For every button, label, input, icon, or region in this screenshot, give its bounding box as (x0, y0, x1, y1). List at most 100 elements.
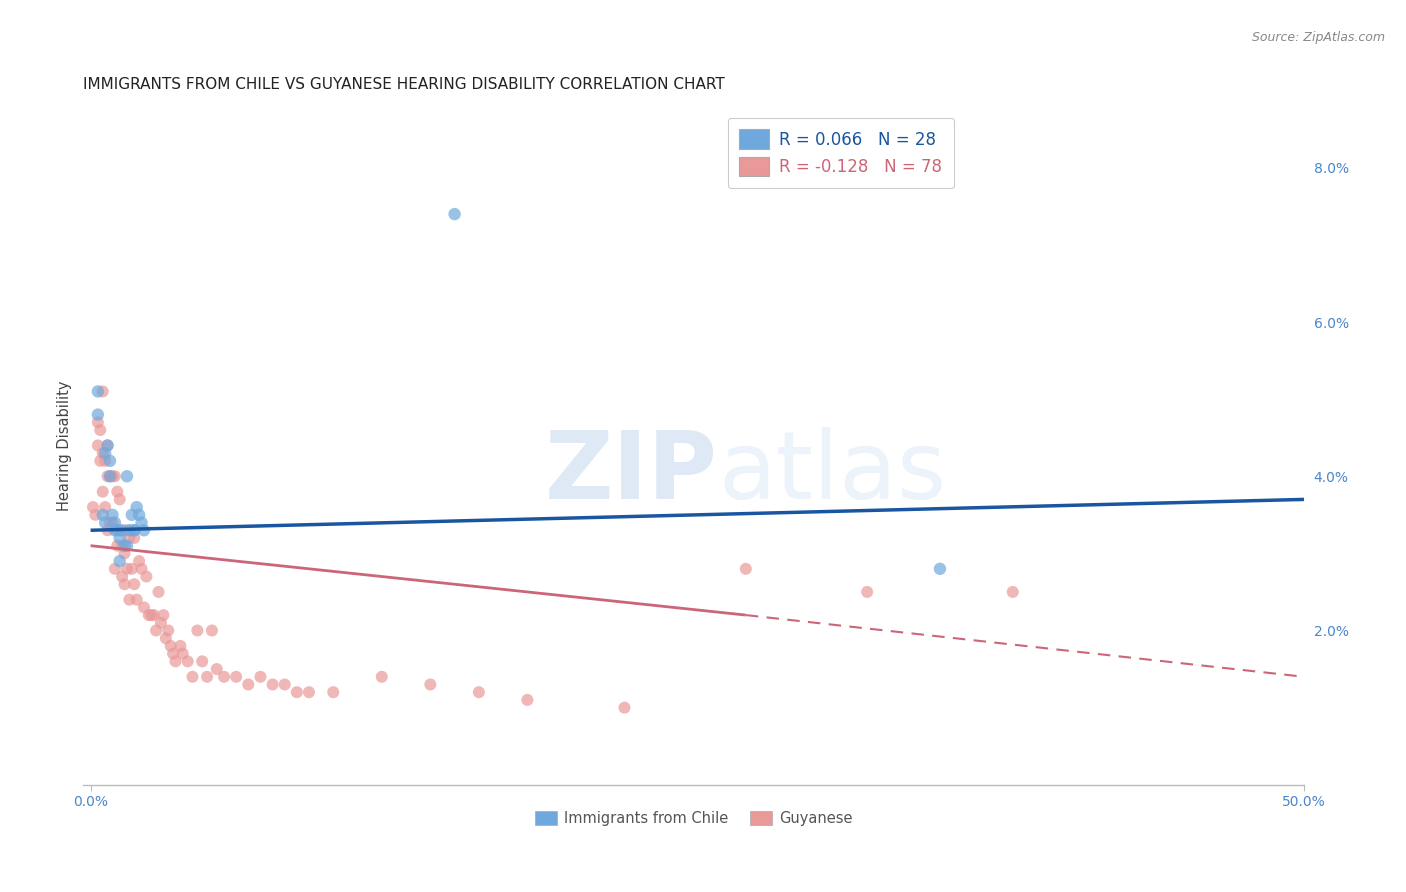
Point (159, 639, 181, 653)
Point (98, 454, 121, 468)
Point (101, 469, 124, 483)
Point (104, 469, 127, 483)
Point (131, 562, 153, 576)
Point (94, 454, 117, 468)
Point (87, 415, 110, 429)
Point (155, 631, 177, 645)
Point (322, 685, 344, 699)
Point (132, 523, 155, 537)
Point (97, 438, 120, 452)
Point (111, 523, 134, 537)
Point (101, 508, 124, 522)
Point (98, 469, 121, 483)
Point (118, 531, 141, 545)
Point (285, 685, 308, 699)
Point (929, 562, 952, 576)
Point (118, 592, 141, 607)
Point (157, 624, 180, 638)
Point (105, 484, 128, 499)
Point (94, 446, 117, 460)
Point (114, 577, 136, 591)
Point (205, 662, 228, 676)
Point (121, 562, 143, 576)
Point (249, 670, 271, 684)
Point (225, 670, 247, 684)
Point (111, 569, 134, 583)
Point (516, 693, 538, 707)
Point (274, 677, 297, 691)
Point (181, 670, 204, 684)
Point (94, 500, 117, 515)
Point (135, 569, 157, 583)
Point (104, 523, 127, 537)
Point (613, 700, 636, 714)
Point (101, 516, 124, 530)
Point (142, 608, 165, 623)
Text: IMMIGRANTS FROM CHILE VS GUYANESE HEARING DISABILITY CORRELATION CHART: IMMIGRANTS FROM CHILE VS GUYANESE HEARIN… (83, 78, 725, 93)
Point (131, 516, 153, 530)
Point (97, 469, 120, 483)
Point (201, 624, 224, 638)
Point (108, 554, 131, 568)
Point (238, 677, 260, 691)
Point (87, 384, 110, 399)
Point (118, 523, 141, 537)
Point (172, 647, 194, 661)
Point (87, 408, 110, 422)
Point (114, 546, 136, 560)
Point (149, 615, 172, 630)
Point (104, 516, 127, 530)
Point (468, 685, 491, 699)
Point (115, 539, 138, 553)
Point (443, 207, 465, 221)
Point (108, 492, 131, 507)
Point (262, 677, 284, 691)
Point (94, 516, 117, 530)
Point (82, 500, 104, 515)
Point (138, 608, 160, 623)
Point (115, 469, 138, 483)
Point (212, 670, 235, 684)
Point (115, 562, 138, 576)
Point (132, 600, 155, 615)
Point (108, 523, 131, 537)
Point (105, 523, 128, 537)
Point (162, 647, 184, 661)
Point (186, 624, 208, 638)
Point (122, 523, 145, 537)
Point (165, 654, 187, 668)
Point (91, 484, 114, 499)
Point (148, 585, 170, 599)
Point (105, 539, 128, 553)
Point (122, 523, 145, 537)
Point (91, 508, 114, 522)
Point (98, 516, 121, 530)
Point (104, 562, 127, 576)
Point (125, 592, 148, 607)
Point (89, 423, 111, 437)
Point (195, 670, 218, 684)
Text: ZIP: ZIP (546, 426, 718, 518)
Point (128, 508, 150, 522)
Point (115, 523, 138, 537)
Point (84, 508, 107, 522)
Point (111, 539, 134, 553)
Legend: Immigrants from Chile, Guyanese: Immigrants from Chile, Guyanese (529, 805, 859, 831)
Point (121, 508, 143, 522)
Point (98, 469, 121, 483)
Point (97, 438, 120, 452)
Point (97, 523, 120, 537)
Point (108, 531, 131, 545)
Point (122, 531, 145, 545)
Point (371, 670, 394, 684)
Point (141, 608, 163, 623)
Point (176, 654, 198, 668)
Point (191, 654, 214, 668)
Point (419, 677, 441, 691)
Point (114, 539, 136, 553)
Point (125, 500, 148, 515)
Point (91, 384, 114, 399)
Point (152, 608, 174, 623)
Point (91, 446, 114, 460)
Point (128, 554, 150, 568)
